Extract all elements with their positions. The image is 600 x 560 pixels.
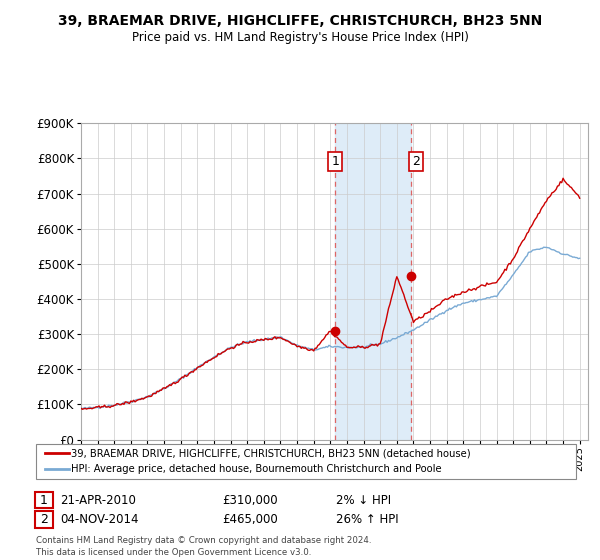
Text: HPI: Average price, detached house, Bournemouth Christchurch and Poole: HPI: Average price, detached house, Bour… <box>71 464 442 474</box>
Text: 2: 2 <box>40 512 48 526</box>
Text: 26% ↑ HPI: 26% ↑ HPI <box>336 512 398 526</box>
Text: £310,000: £310,000 <box>222 493 278 507</box>
Text: 2: 2 <box>412 155 420 167</box>
Text: Contains HM Land Registry data © Crown copyright and database right 2024.
This d: Contains HM Land Registry data © Crown c… <box>36 536 371 557</box>
Text: 21-APR-2010: 21-APR-2010 <box>61 493 136 507</box>
Text: 39, BRAEMAR DRIVE, HIGHCLIFFE, CHRISTCHURCH, BH23 5NN (detached house): 39, BRAEMAR DRIVE, HIGHCLIFFE, CHRISTCHU… <box>71 449 470 459</box>
Text: 2% ↓ HPI: 2% ↓ HPI <box>336 493 391 507</box>
Text: 1: 1 <box>40 493 48 507</box>
Text: 04-NOV-2014: 04-NOV-2014 <box>61 512 139 526</box>
Bar <box>335 123 411 440</box>
Text: Price paid vs. HM Land Registry's House Price Index (HPI): Price paid vs. HM Land Registry's House … <box>131 31 469 44</box>
Text: £465,000: £465,000 <box>222 512 278 526</box>
Text: 1: 1 <box>331 155 339 167</box>
Text: 39, BRAEMAR DRIVE, HIGHCLIFFE, CHRISTCHURCH, BH23 5NN: 39, BRAEMAR DRIVE, HIGHCLIFFE, CHRISTCHU… <box>58 14 542 28</box>
